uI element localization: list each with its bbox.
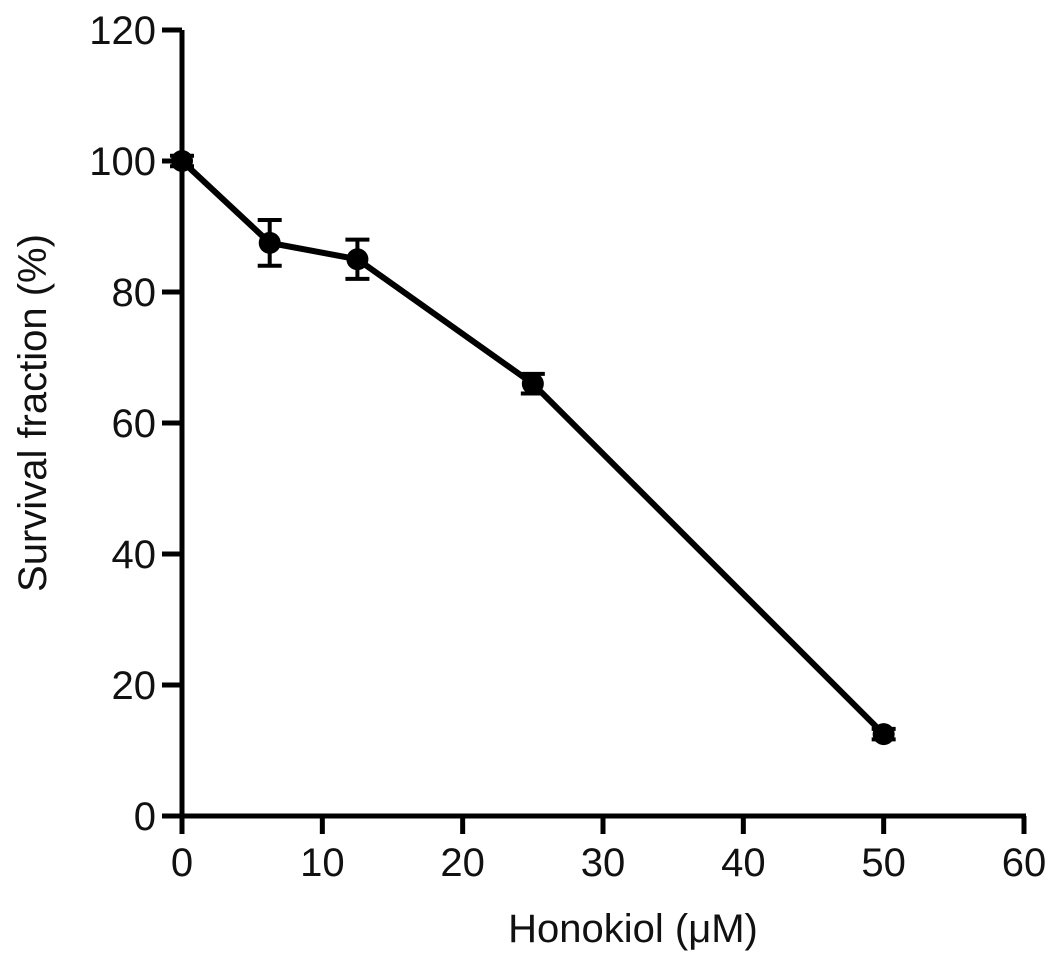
ticks xyxy=(162,27,1027,834)
series-line xyxy=(179,158,886,737)
y-tick-label: 20 xyxy=(112,664,157,708)
axes xyxy=(179,30,1026,819)
y-axis-label: Survival fraction (%) xyxy=(11,234,55,592)
tick-labels: 0 20 40 60 80 100 120 0 10 20 30 40 50 60 xyxy=(89,9,1046,885)
x-tick-label: 60 xyxy=(1002,841,1047,885)
x-tick-label: 30 xyxy=(581,841,626,885)
x-tick-label: 40 xyxy=(721,841,766,885)
y-tick-label: 40 xyxy=(112,533,157,577)
data-point xyxy=(521,372,544,395)
x-axis-label: Honokiol (μM) xyxy=(508,907,758,951)
data-point xyxy=(346,248,369,271)
y-tick-label: 60 xyxy=(112,402,157,446)
x-tick-label: 10 xyxy=(300,841,345,885)
x-tick-label: 0 xyxy=(171,841,193,885)
x-tick-label: 20 xyxy=(440,841,485,885)
y-tick-label: 100 xyxy=(89,140,156,184)
data-point xyxy=(171,150,193,172)
y-tick-label: 80 xyxy=(112,271,157,315)
x-tick-label: 50 xyxy=(861,841,906,885)
y-tick-label: 120 xyxy=(89,9,156,53)
series xyxy=(170,150,896,746)
y-tick-label: 0 xyxy=(134,795,156,839)
data-point xyxy=(872,723,895,746)
data-point xyxy=(258,231,281,254)
